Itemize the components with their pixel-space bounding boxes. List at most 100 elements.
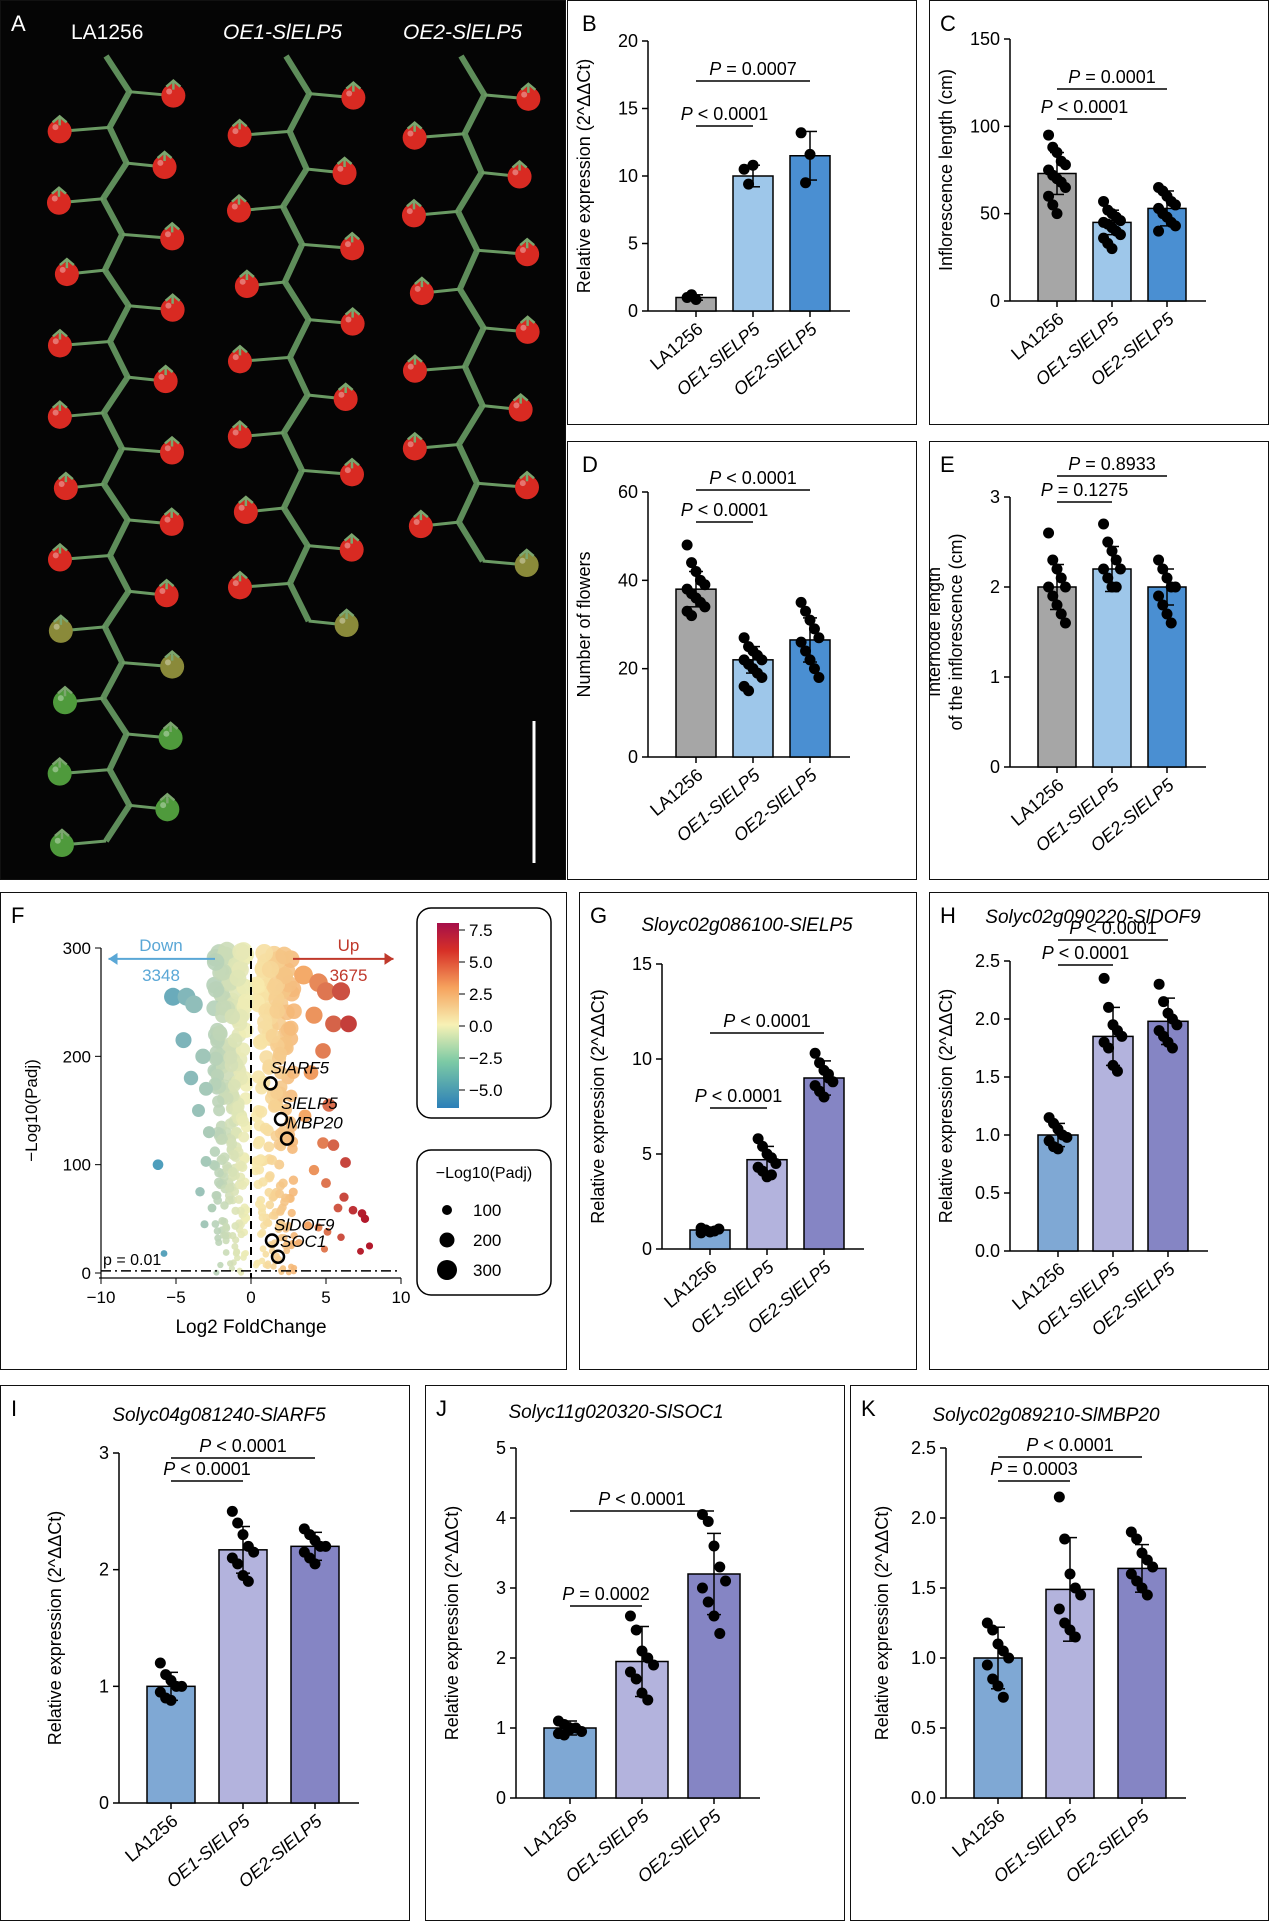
- panel-j: J Solyc11g020320-SlSOC1 0 1 2 3 4 5 Relative ex…: [425, 1385, 845, 1921]
- deg-point: [290, 1232, 298, 1240]
- calyx: [232, 344, 248, 356]
- y-tick-label: 100: [63, 1156, 91, 1175]
- bar: [1092, 1035, 1134, 1252]
- data-point: [770, 1158, 782, 1169]
- fruit-highlight: [344, 542, 351, 549]
- chart-h: Solyc02g090220-SlDOF9 0.0 0.5 1.0 1.5 2.0 2.5 R…: [936, 907, 1208, 1340]
- panel-a-label: A: [11, 11, 26, 36]
- data-point: [714, 1561, 726, 1573]
- bar: [1147, 1020, 1189, 1252]
- p-value-label: P < 0.0001: [199, 1436, 287, 1456]
- data-point: [813, 672, 825, 683]
- calyx: [51, 756, 68, 768]
- stem-oe2: [454, 54, 488, 563]
- deg-point: [269, 1003, 286, 1019]
- tomato-fruit: [49, 833, 74, 857]
- calyx: [519, 237, 535, 249]
- y-tick-label: 5: [496, 1438, 506, 1458]
- p-value-label: P < 0.0001: [695, 1086, 783, 1106]
- panel-c-label: C: [940, 11, 956, 36]
- p-value-label: P < 0.0001: [598, 1489, 686, 1509]
- deg-point: [265, 1028, 281, 1044]
- data-point: [1114, 563, 1126, 575]
- deg-point: [266, 1154, 278, 1166]
- panel-g: G Sloyc02g086100-SlELP5 0 5 10 15 Relative ex…: [579, 892, 917, 1370]
- deg-point: [228, 1231, 237, 1240]
- data-point: [1053, 1491, 1065, 1503]
- deg-point: [286, 1003, 302, 1020]
- calyx: [343, 533, 360, 544]
- deg-point: [199, 1081, 213, 1096]
- tomato-fruit: [402, 125, 427, 150]
- gene-label: SlDOF9: [274, 1216, 335, 1235]
- p-value-label: P = 0.0002: [562, 1584, 650, 1604]
- y-tick-label: 3: [496, 1578, 506, 1598]
- deg-point: [280, 1197, 289, 1207]
- data-point: [624, 1610, 636, 1622]
- panel-a-photo: A LA1256 OE1-SlELP5 OE2-SlELP5: [0, 0, 566, 880]
- size-legend-label: 100: [473, 1201, 501, 1220]
- data-point: [320, 1540, 332, 1552]
- data-point: [681, 539, 693, 551]
- deg-point: [274, 1225, 283, 1233]
- calyx: [52, 542, 68, 554]
- deg-point: [218, 1216, 227, 1225]
- tomato-fruit: [333, 387, 358, 411]
- tomato-fruit: [160, 440, 185, 465]
- deg-point: [290, 1264, 298, 1272]
- data-point: [154, 1657, 166, 1669]
- tomato-fruit: [341, 85, 366, 110]
- fruit-highlight: [521, 91, 528, 98]
- data-point: [576, 1726, 588, 1737]
- panel-e: E 0 1 2 3 Internode length of the inflorescen…: [929, 441, 1269, 880]
- fruit-highlight: [164, 231, 171, 238]
- deg-point: [212, 1026, 228, 1042]
- data-point: [1055, 608, 1067, 620]
- calyx: [519, 470, 535, 482]
- y-tick-label: 10: [618, 166, 638, 186]
- tomato-fruit: [339, 537, 364, 562]
- deg-point: [268, 1099, 282, 1112]
- deg-point: [183, 1070, 199, 1086]
- up-label: Up: [338, 936, 360, 955]
- y-tick-label: 0.0: [911, 1788, 936, 1808]
- fruit-highlight: [344, 467, 351, 474]
- size-legend-dot: [439, 1232, 455, 1248]
- calyx: [159, 792, 176, 804]
- bar: [543, 1727, 597, 1799]
- deg-point: [262, 1250, 270, 1258]
- calyx: [407, 431, 423, 443]
- fruit-highlight: [413, 518, 420, 525]
- y-tick-label: 0: [628, 747, 638, 767]
- chart-title: Solyc02g090220-SlDOF9: [985, 907, 1201, 928]
- data-point: [1114, 215, 1126, 227]
- fruit-highlight: [519, 557, 526, 564]
- deg-point: [281, 1224, 290, 1233]
- tomato-fruit: [48, 618, 73, 643]
- data-point: [800, 605, 812, 617]
- deg-point: [223, 1050, 238, 1065]
- p-value-label: P < 0.0001: [163, 1459, 251, 1479]
- panel-f-volcano: F −10 −5 0 5 10 0 100 200 300 Log2 FoldChange −Log…: [0, 892, 567, 1370]
- calyx: [337, 382, 354, 393]
- p-value-label: P < 0.0001: [1042, 943, 1130, 963]
- y-tick-label: 3: [99, 1443, 109, 1463]
- calyx: [52, 328, 68, 340]
- deg-point: [206, 953, 225, 971]
- deg-point: [259, 1122, 272, 1135]
- y-axis-label: Relative expression (2^ΔΔCt): [45, 1511, 65, 1746]
- panel-i-label: I: [11, 1396, 18, 1421]
- panel-b-label: B: [582, 11, 597, 36]
- deg-point: [252, 1138, 264, 1150]
- p-value-label: P < 0.0001: [723, 1011, 811, 1031]
- y-tick-label: 0.5: [975, 1183, 1000, 1203]
- data-point: [1098, 518, 1110, 530]
- tomato-fruit: [409, 281, 434, 306]
- deg-point: [251, 1070, 266, 1084]
- data-point: [1069, 1631, 1081, 1643]
- tomato-fruit: [47, 761, 72, 786]
- data-point: [686, 557, 698, 569]
- tomato-fruit: [155, 797, 180, 822]
- fruit-highlight: [513, 402, 520, 409]
